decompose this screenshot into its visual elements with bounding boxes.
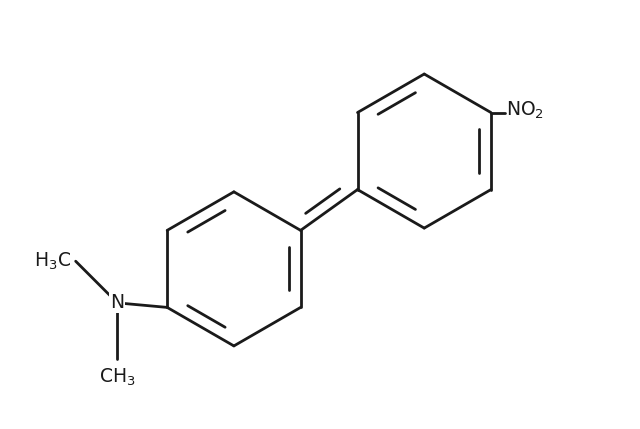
Text: N: N <box>110 293 124 312</box>
Text: H$_3$C: H$_3$C <box>34 251 71 272</box>
Text: CH$_3$: CH$_3$ <box>99 366 136 388</box>
Text: NO$_2$: NO$_2$ <box>506 100 545 121</box>
